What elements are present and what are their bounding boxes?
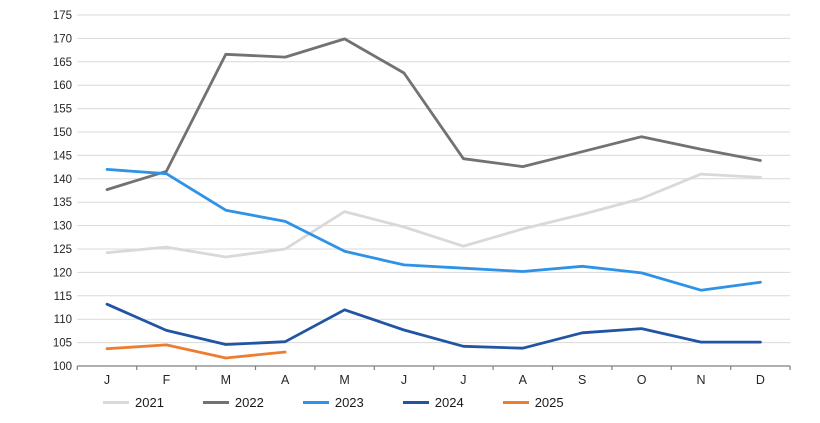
y-axis-tick-label: 135 <box>53 197 72 209</box>
y-axis-tick-label: 130 <box>53 221 72 233</box>
y-axis-tick-label: 155 <box>53 104 72 116</box>
chart-legend: 2021 2022 2023 2024 2025 <box>103 390 820 414</box>
legend-swatch-2022 <box>202 400 229 404</box>
series-line-2022[interactable] <box>105 37 762 192</box>
legend-label: 2023 <box>334 394 364 410</box>
series-line-2021[interactable] <box>105 172 762 259</box>
y-axis-tick-label: 110 <box>54 314 72 326</box>
x-axis-tick-label: S <box>578 373 586 387</box>
x-axis-tick-label: D <box>756 373 765 387</box>
y-axis-tick-label: 170 <box>53 33 72 45</box>
legend-swatch-2025 <box>502 400 529 404</box>
y-axis-tick-label: 140 <box>53 174 72 186</box>
x-axis-tick-label: N <box>696 373 705 387</box>
legend-swatch-2023 <box>302 400 329 404</box>
legend-swatch-2024 <box>402 400 429 404</box>
x-axis-tick-label: M <box>221 373 231 387</box>
y-axis-tick-label: 165 <box>53 57 72 69</box>
y-axis-tick-label: 145 <box>53 150 72 162</box>
legend-item-2024[interactable]: 2024 <box>402 394 464 410</box>
y-axis-tick-label: 125 <box>53 244 72 256</box>
y-axis-tick-label: 120 <box>53 267 72 279</box>
legend-label: 2021 <box>135 394 164 410</box>
y-axis-tick-label: 105 <box>53 338 72 350</box>
x-axis-tick-label: A <box>519 373 528 387</box>
legend-item-2025[interactable]: 2025 <box>502 394 564 410</box>
x-axis-tick-label: O <box>637 373 647 387</box>
legend-label: 2025 <box>534 394 564 410</box>
y-axis-tick-label: 160 <box>53 80 72 92</box>
plot-area: 100 105 110 115 120 125 130 135 140 145 150 155 160 1… <box>53 10 791 387</box>
legend-swatch-2021 <box>103 400 129 404</box>
x-axis-tick-label: M <box>339 373 349 387</box>
legend-item-2021[interactable]: 2021 <box>103 395 164 410</box>
y-axis-tick-label: 175 <box>53 10 72 22</box>
x-axis-tick-label: J <box>401 373 407 387</box>
x-axis-tick-label: J <box>460 373 466 387</box>
series-line-2024[interactable] <box>105 302 762 350</box>
legend-item-2023[interactable]: 2023 <box>302 394 364 410</box>
y-axis-tick-label: 115 <box>54 291 72 303</box>
x-axis-tick-label: J <box>104 373 110 387</box>
x-axis-tick-label: F <box>163 373 171 387</box>
legend-label: 2024 <box>434 394 464 410</box>
y-axis-tick-label: 150 <box>53 127 72 139</box>
series-line-2023[interactable] <box>105 167 762 292</box>
legend-item-2022[interactable]: 2022 <box>202 394 264 410</box>
series-line-2025[interactable] <box>105 343 287 360</box>
x-axis-tick-label: A <box>281 373 290 387</box>
y-axis-tick-label: 100 <box>53 361 72 373</box>
legend-label: 2022 <box>234 394 264 410</box>
